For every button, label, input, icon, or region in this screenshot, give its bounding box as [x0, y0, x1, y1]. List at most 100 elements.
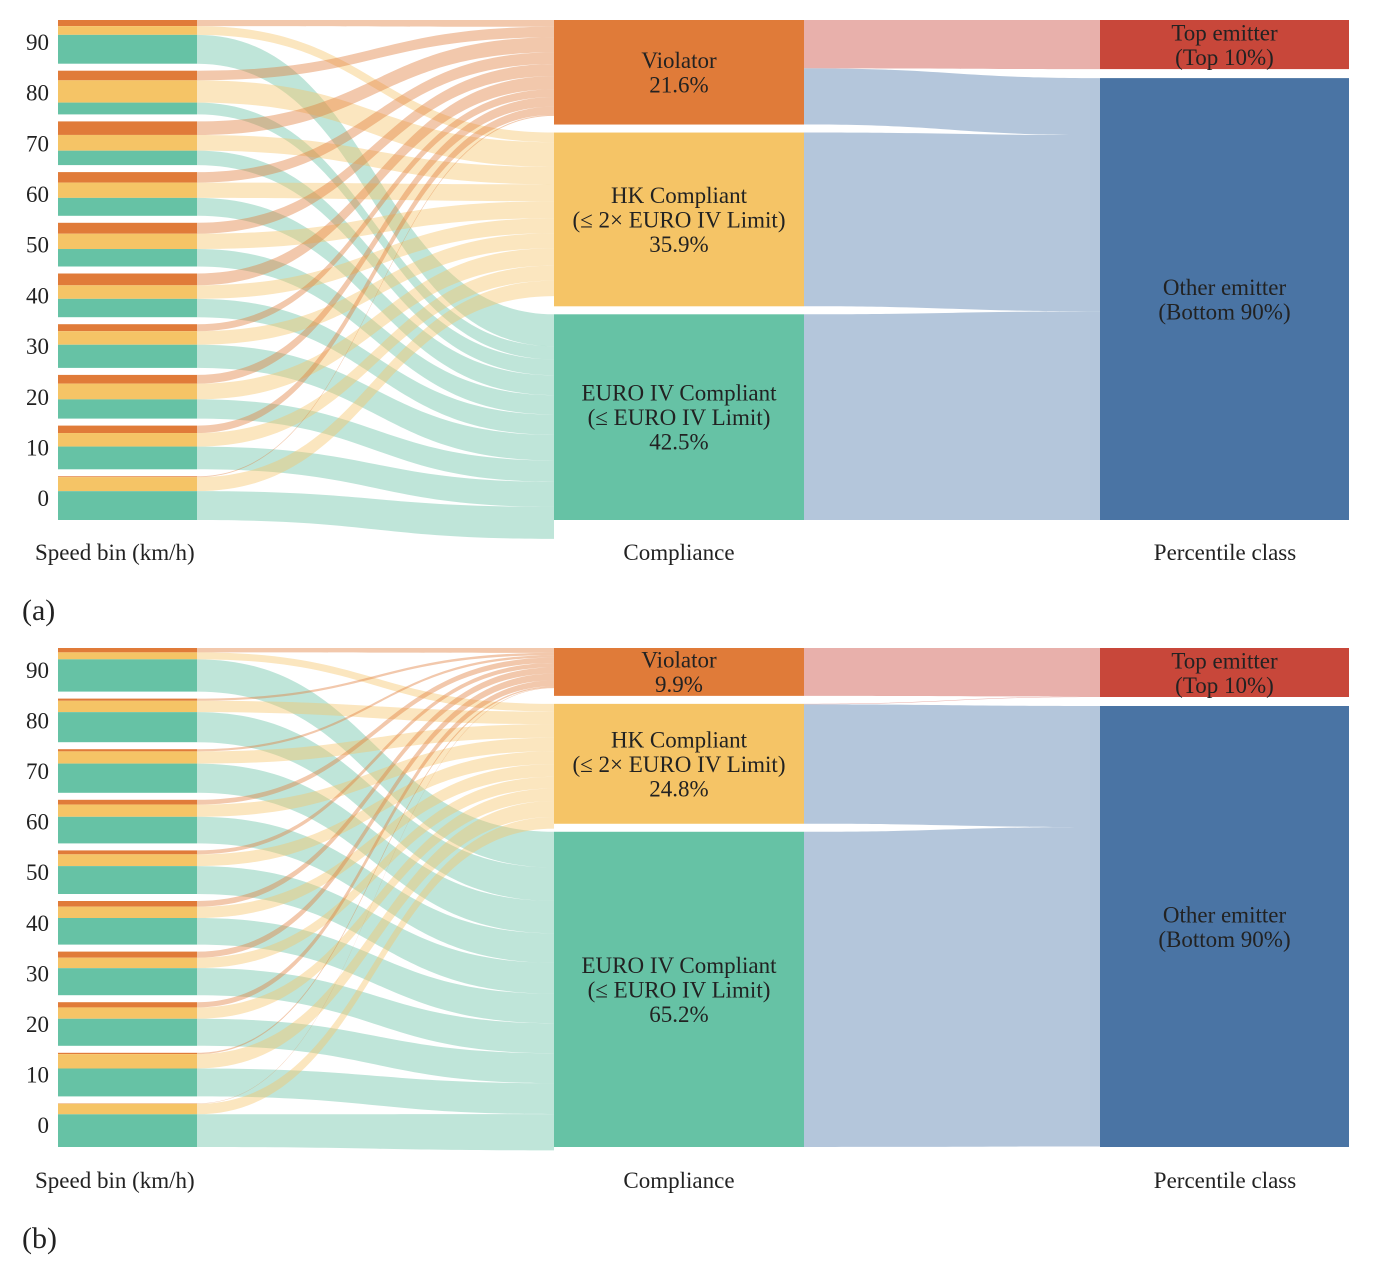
flow-link-80-to-euro: [197, 102, 554, 360]
speed-bin-20-violator-segment: [58, 374, 197, 384]
percentile-node-other: [1100, 706, 1349, 1147]
speed-bin-30-violator-segment: [58, 324, 197, 332]
speed-bin-90-euro-segment: [58, 659, 197, 692]
speed-bin-50-euro-segment: [58, 866, 197, 894]
speed-bin-50-euro-segment: [58, 249, 197, 267]
percentile-label-other-line-2: (Bottom 90%): [1158, 299, 1290, 324]
flow-link-30-to-euro: [197, 968, 554, 1054]
flow-link-90-to-violator: [197, 20, 554, 27]
flow-link-euro-to-other: [804, 827, 1100, 1147]
speed-tick-60: 60: [26, 182, 49, 207]
percentile-label-top-line-1: Top emitter: [1171, 648, 1278, 673]
flow-link-euro-to-other: [804, 311, 1100, 520]
flow-link-70-to-hk: [197, 724, 554, 764]
compliance-label-hk-line-2: (≤ 2× EURO IV Limit): [573, 752, 786, 777]
speed-bin-40-violator-segment: [58, 273, 197, 286]
compliance-node-euro: [554, 831, 804, 1147]
flow-link-10-to-hk: [197, 801, 554, 1069]
speed-bin-0-euro-segment: [58, 491, 197, 520]
speed-bin-40-euro-segment: [58, 918, 197, 945]
speed-bin-20-hk-segment: [58, 1007, 197, 1019]
speed-bin-20-euro-segment: [58, 1018, 197, 1046]
speed-tick-0: 0: [38, 1113, 50, 1138]
percentile-node-top: [1100, 20, 1349, 70]
flow-link-0-to-violator: [197, 687, 554, 1104]
percentile-label-other-line-1: Other emitter: [1163, 275, 1287, 300]
percentile-node-top: [1100, 648, 1349, 697]
percentile-label-other-line-1: Other emitter: [1163, 902, 1287, 927]
flow-link-hk-to-other: [804, 704, 1100, 828]
compliance-label-hk-line-2: (≤ 2× EURO IV Limit): [573, 207, 786, 232]
speed-tick-60: 60: [26, 810, 49, 835]
speed-tick-20: 20: [26, 385, 49, 410]
speed-bin-30-hk-segment: [58, 331, 197, 345]
compliance-label-violator-line-2: 21.6%: [649, 73, 708, 98]
flow-link-90-to-violator: [197, 648, 554, 653]
flow-link-60-to-euro: [197, 816, 554, 963]
flow-link-80-to-violator: [197, 652, 554, 701]
flow-link-10-to-violator: [197, 106, 554, 434]
flow-link-30-to-hk: [197, 776, 554, 969]
speed-bin-80-hk-segment: [58, 80, 197, 103]
compliance-label-euro-line-3: 65.2%: [649, 1002, 708, 1027]
compliance-node-hk: [554, 132, 804, 307]
speed-bin-70-hk-segment: [58, 751, 197, 764]
speed-tick-90: 90: [26, 658, 49, 683]
speed-tick-0: 0: [38, 486, 50, 511]
compliance-node-violator: [554, 20, 804, 125]
speed-tick-70: 70: [26, 759, 49, 784]
flow-link-40-to-violator: [197, 76, 554, 286]
compliance-label-euro-line-3: 42.5%: [649, 430, 708, 455]
column-label-3: Percentile class: [1154, 540, 1296, 565]
speed-bin-70-euro-segment: [58, 150, 197, 166]
speed-bin-10-euro-segment: [58, 446, 197, 470]
speed-bin-90-hk-segment: [58, 26, 197, 35]
speed-bin-70-hk-segment: [58, 134, 197, 151]
column-label-1: Speed bin (km/h): [35, 540, 195, 565]
speed-bin-10-violator-segment: [58, 1052, 197, 1055]
speed-bin-70-violator-segment: [58, 749, 197, 752]
flow-link-40-to-euro: [197, 918, 554, 1024]
flow-link-90-to-hk: [197, 652, 554, 712]
speed-bin-90-hk-segment: [58, 652, 197, 660]
flow-link-violator-to-top: [804, 648, 1100, 697]
flow-link-20-to-violator: [197, 96, 554, 384]
flow-link-20-to-hk: [197, 248, 554, 400]
speed-bin-40-violator-segment: [58, 901, 197, 907]
flow-link-50-to-violator: [197, 64, 554, 234]
flow-link-0-to-euro: [197, 1114, 554, 1151]
speed-bin-30-euro-segment: [58, 968, 197, 996]
speed-tick-10: 10: [26, 1063, 49, 1088]
speed-bin-10-violator-segment: [58, 425, 197, 434]
speed-tick-80: 80: [26, 708, 49, 733]
compliance-label-hk-line-3: 35.9%: [649, 232, 708, 257]
flow-link-40-to-violator: [197, 667, 554, 907]
flow-link-10-to-hk: [197, 265, 554, 447]
speed-bin-60-euro-segment: [58, 197, 197, 216]
speed-bin-0-violator-segment: [58, 476, 197, 478]
speed-bin-20-violator-segment: [58, 1002, 197, 1008]
speed-bin-10-euro-segment: [58, 1068, 197, 1097]
speed-bin-10-hk-segment: [58, 1054, 197, 1069]
flow-link-70-to-euro: [197, 150, 554, 376]
percentile-label-other-line-2: (Bottom 90%): [1158, 927, 1290, 952]
flow-link-20-to-euro: [197, 1018, 554, 1084]
flow-link-20-to-violator: [197, 680, 554, 1008]
flow-link-50-to-euro: [197, 249, 554, 415]
speed-bin-80-hk-segment: [58, 700, 197, 713]
compliance-label-euro-line-1: EURO IV Compliant: [581, 953, 777, 978]
speed-bin-50-hk-segment: [58, 854, 197, 867]
flow-link-violator-to-other: [804, 68, 1100, 136]
flow-link-70-to-violator: [197, 655, 554, 752]
flow-link-hk-to-other: [804, 132, 1100, 312]
speed-bin-40-hk-segment: [58, 285, 197, 299]
speed-tick-50: 50: [26, 233, 49, 258]
panel-label: (a): [22, 594, 55, 627]
speed-bin-50-violator-segment: [58, 850, 197, 855]
speed-bin-60-violator-segment: [58, 172, 197, 183]
flow-link-60-to-hk: [197, 182, 554, 202]
speed-bin-90-violator-segment: [58, 20, 197, 27]
speed-bin-30-violator-segment: [58, 951, 197, 958]
